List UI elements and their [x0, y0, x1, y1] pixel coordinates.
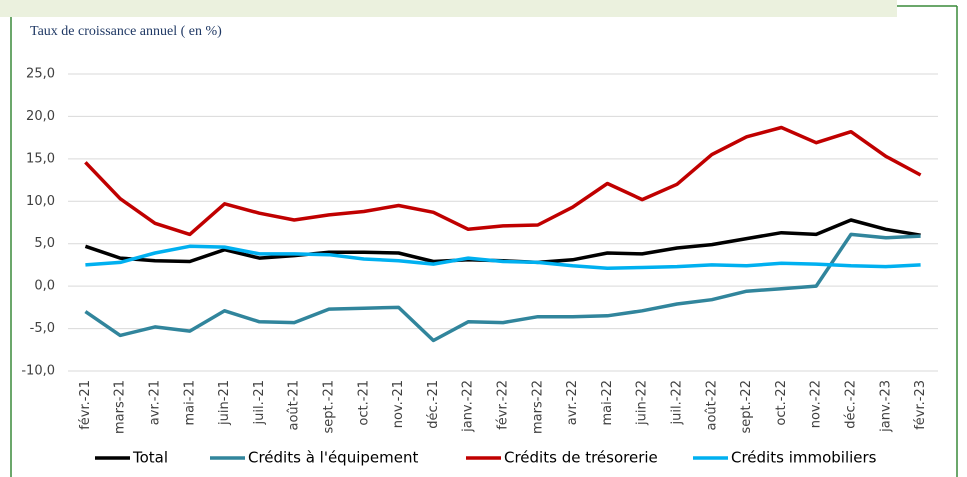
x-tick-label: janv.-23 [878, 380, 893, 433]
x-tick-label: juil.-22 [670, 380, 685, 425]
y-tick-label: 25,0 [26, 67, 55, 82]
y-tick-label: 0,0 [34, 279, 55, 294]
y-tick-label: 20,0 [26, 109, 55, 124]
y-tick-label: -10,0 [21, 364, 55, 379]
series-line [84, 232, 921, 343]
x-tick-label: déc.-22 [844, 380, 859, 429]
legend-label: Crédits à l'équipement [248, 449, 418, 467]
x-tick-label: févr.-22 [496, 380, 511, 430]
x-tick-label: déc.-21 [426, 380, 441, 429]
x-tick-label: mars-22 [530, 380, 545, 434]
y-tick-label: 10,0 [26, 194, 55, 209]
x-tick-label: juin-21 [217, 380, 232, 426]
chart-title: Taux de croissance annuel ( en %) [30, 24, 222, 39]
x-tick-label: févr.-21 [78, 380, 93, 430]
x-tick-label: janv.-22 [461, 380, 476, 433]
x-tick-label: juin-22 [635, 380, 650, 426]
x-tick-label: avr.-22 [565, 380, 580, 425]
series-line [84, 125, 922, 237]
x-tick-label: oct.-22 [774, 380, 789, 426]
x-tick-label: oct.-21 [356, 380, 371, 426]
x-tick-label: févr.-23 [913, 380, 928, 430]
x-tick-label: sept.-21 [322, 380, 337, 434]
y-tick-label: -5,0 [30, 321, 55, 336]
series-line [85, 244, 921, 271]
x-tick-label: août-21 [287, 380, 302, 431]
x-tick-label: juil.-21 [252, 380, 267, 425]
x-tick-label: mai-21 [182, 380, 197, 425]
x-tick-label: mars-21 [113, 380, 128, 434]
legend-label: Crédits de trésorerie [504, 449, 658, 467]
x-tick-label: mai-22 [600, 380, 615, 425]
x-tick-label: avr.-21 [148, 380, 163, 425]
y-tick-label: 15,0 [26, 151, 55, 166]
x-tick-label: nov.-21 [391, 380, 406, 428]
legend-label: Total [132, 449, 168, 467]
legend-label: Crédits immobiliers [731, 449, 877, 467]
header-band [0, 0, 897, 17]
x-tick-label: sept.-22 [739, 380, 754, 434]
y-tick-label: 5,0 [34, 236, 55, 251]
x-tick-label: août-22 [704, 380, 719, 431]
x-tick-label: nov.-22 [809, 380, 824, 428]
